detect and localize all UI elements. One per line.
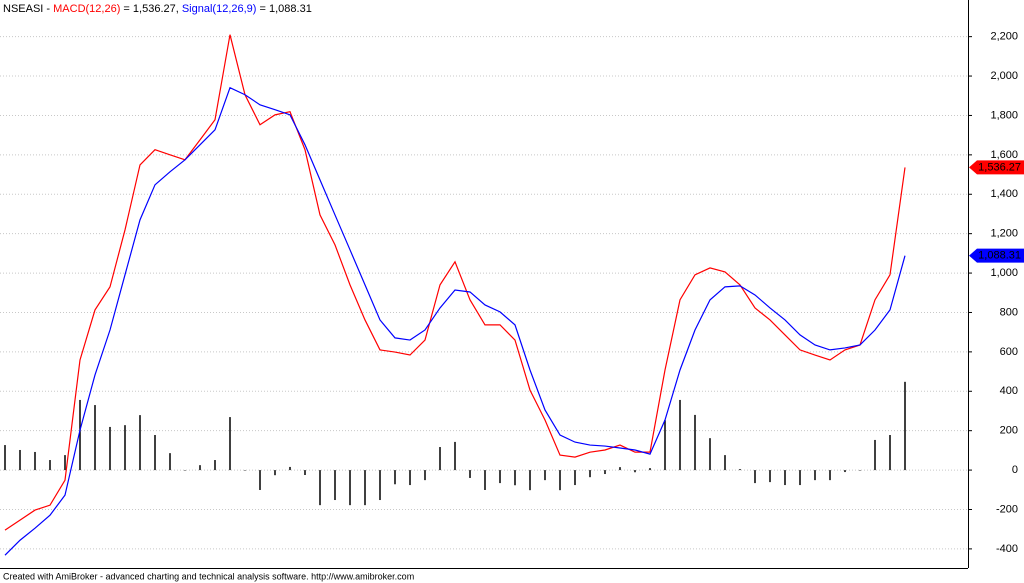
histogram-bar [844,470,846,473]
y-tick-label: 1,800 [990,109,1018,121]
histogram-bar [784,470,786,486]
histogram-bar [469,470,471,478]
histogram-bar [724,455,726,471]
histogram-bar [94,405,96,471]
line-series [4,34,906,531]
histogram-bar [304,470,306,476]
y-tick-label: 400 [1000,385,1018,397]
value-flag-label: 1,088.31 [978,250,1021,262]
histogram-bar [559,470,561,491]
histogram-bar [499,470,501,484]
histogram-bar [244,470,246,471]
histogram-bar [664,420,666,471]
histogram-bar [274,470,276,476]
legend-entry: MACD(12,26) [53,3,120,15]
histogram-bar [754,470,756,484]
histogram-bar [334,470,336,501]
y-tick-label: 600 [1000,346,1018,358]
histogram-bar [634,470,636,473]
histogram-bar [604,470,606,475]
histogram-bar [169,453,171,471]
histogram-bar [454,441,456,471]
histogram-bar [379,470,381,501]
histogram-bar [694,414,696,471]
histogram-bar [649,468,651,471]
histogram-bar [709,438,711,471]
histogram-bar [889,435,891,471]
plot-area [0,0,968,568]
y-tick-label: -200 [996,503,1018,515]
histogram-bar [409,470,411,486]
histogram-bar [484,470,486,490]
histogram-bar [49,460,51,471]
histogram-bar [214,460,216,471]
histogram-bar [4,445,6,471]
histogram-bar [184,470,186,471]
histogram-bar [34,451,36,471]
histogram-bar [19,449,21,471]
y-tick-label: 2,000 [990,70,1018,82]
histogram-bar [619,467,621,471]
y-tick-label: 1,400 [990,188,1018,200]
histogram-bar [544,470,546,481]
y-tick-label: 1,000 [990,267,1018,279]
histogram-bar [124,425,126,471]
value-flag-label: 1,536.27 [978,161,1021,173]
histogram-bar [424,470,426,481]
histogram-bar [814,470,816,481]
histogram-bar [574,470,576,486]
y-tick-label: -400 [996,543,1018,555]
legend-entry: Signal(12,26,9) [182,3,257,15]
histogram-bar [154,435,156,471]
histogram-bar [904,381,906,471]
histogram-bar [139,415,141,471]
histogram-bar [199,465,201,471]
footer: Created with AmiBroker - advanced charti… [3,571,414,581]
histogram-bar [529,470,531,491]
histogram-bar [319,470,321,506]
histogram-bar [589,470,591,478]
histogram-bar [769,470,771,483]
histogram-bar [439,447,441,471]
histogram-bar [799,470,801,486]
histogram-bar [829,470,831,481]
histogram-bar [64,455,66,471]
histogram-bar [679,399,681,471]
line-series [4,86,906,556]
histogram-bar [739,469,741,471]
y-tick-label: 200 [1000,425,1018,437]
legend-value: = 1,088.31 [256,3,311,15]
histogram-bar [859,470,861,471]
histogram-bar [289,466,291,471]
y-tick-label: 2,200 [990,31,1018,43]
histogram-bar [79,399,81,471]
y-tick-label: 0 [1012,464,1018,476]
histogram-bar [109,426,111,471]
histogram-bar [394,470,396,485]
histogram-bar [514,470,516,486]
histogram-bar [259,470,261,490]
y-tick-label: 1,600 [990,149,1018,161]
header: NSEASI - MACD(12,26) = 1,536.27, Signal(… [3,3,312,15]
histogram-bar [229,417,231,471]
histogram-bar [349,470,351,506]
legend-value: = 1,536.27, [120,3,181,15]
y-tick-label: 1,200 [990,228,1018,240]
value-flag [969,248,1024,263]
chart-title: NSEASI - [3,3,53,15]
histogram-bar [364,470,366,506]
histogram-bar [874,439,876,471]
value-flag [969,160,1024,175]
y-tick-label: 800 [1000,306,1018,318]
